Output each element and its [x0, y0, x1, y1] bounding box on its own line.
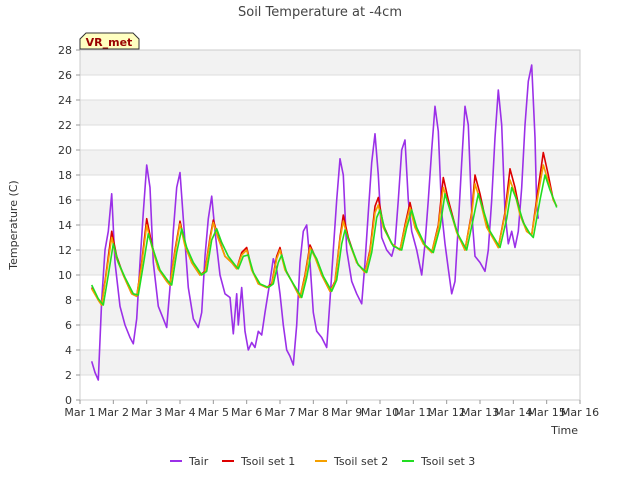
legend-item-2: Tsoil set 1	[222, 455, 295, 468]
y-tick-label: 0	[65, 394, 72, 407]
x-axis-label: Time	[550, 424, 578, 437]
series-layer	[90, 64, 558, 381]
y-tick-label: 26	[58, 69, 72, 82]
y-tick-label: 2	[65, 369, 72, 382]
series-line-1	[90, 64, 540, 381]
legend-label: Tsoil set 2	[333, 455, 388, 468]
legend-item-3: Tsoil set 2	[315, 455, 388, 468]
y-tick-label: 8	[65, 294, 72, 307]
x-tick-label: Mar 9	[331, 406, 362, 419]
y-tick-label: 18	[58, 169, 72, 182]
x-tick-label: Mar 15	[528, 406, 566, 419]
y-tick-label: 22	[58, 119, 72, 132]
x-tick-label: Mar 5	[198, 406, 229, 419]
y-tick-label: 24	[58, 94, 72, 107]
site-label-box: VR_met	[79, 32, 140, 50]
x-tick-label: Mar 7	[264, 406, 295, 419]
y-tick-label: 14	[58, 219, 72, 232]
x-tick-label: Mar 1	[64, 406, 95, 419]
grid-band	[80, 250, 580, 275]
legend-item-4: Tsoil set 3	[402, 455, 475, 468]
y-tick-label: 28	[58, 44, 72, 57]
x-tick-label: Mar 4	[164, 406, 195, 419]
legend: Tair Tsoil set 1 Tsoil set 2 Tsoil set 3	[170, 455, 475, 468]
legend-label: Tsoil set 3	[420, 455, 475, 468]
site-label-background	[79, 32, 140, 50]
grid-band	[80, 100, 580, 125]
x-tick-label: Mar 16	[561, 406, 599, 419]
series-line-4	[90, 174, 558, 306]
y-tick-label: 20	[58, 144, 72, 157]
grid-band	[80, 150, 580, 175]
y-tick-label: 6	[65, 319, 72, 332]
x-tick-label: Mar 8	[298, 406, 329, 419]
y-axis-label: Temperature (C)	[7, 180, 20, 270]
x-tick-label: Mar 3	[131, 406, 162, 419]
legend-item-1: Tair	[170, 455, 209, 468]
x-tick-label: Mar 11	[394, 406, 432, 419]
grid-band	[80, 50, 580, 75]
chart-title: Soil Temperature at -4cm	[238, 5, 402, 20]
x-tick-label: Mar 14	[494, 406, 532, 419]
x-tick-label: Mar 10	[361, 406, 399, 419]
grid-band	[80, 200, 580, 225]
y-tick-label: 10	[58, 269, 72, 282]
x-tick-label: Mar 6	[231, 406, 262, 419]
x-tick-label: Mar 12	[428, 406, 466, 419]
x-tick-label: Mar 13	[461, 406, 499, 419]
y-tick-label: 16	[58, 194, 72, 207]
site-label: VR_met	[86, 36, 133, 49]
y-tick-label: 4	[65, 344, 72, 357]
grid-band	[80, 350, 580, 375]
legend-label: Tsoil set 1	[240, 455, 295, 468]
legend-label: Tair	[188, 455, 209, 468]
x-tick-label: Mar 2	[98, 406, 129, 419]
y-tick-label: 12	[58, 244, 72, 257]
